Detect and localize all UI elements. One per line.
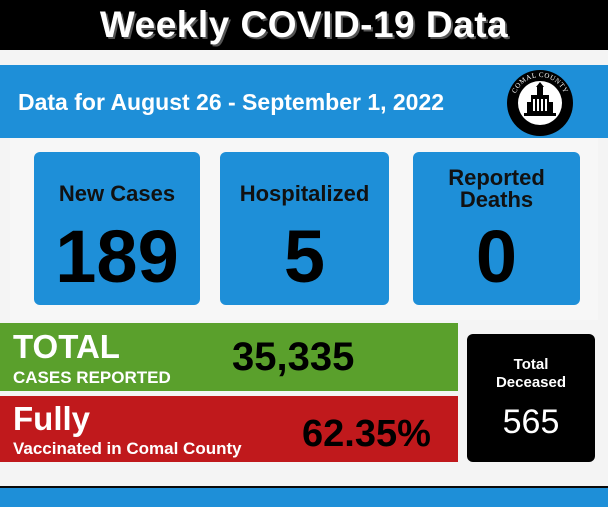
total-deceased-label-line2: Deceased <box>495 374 567 391</box>
reported-deaths-value: 0 <box>475 215 518 298</box>
vaccinated-label: Vaccinated in Comal County <box>13 439 242 458</box>
vaccinated-value: 62.35% <box>302 413 431 455</box>
total-deceased-value: 565 <box>502 403 560 441</box>
new-cases-value: 189 <box>55 215 179 298</box>
hospitalized-value: 5 <box>283 215 326 298</box>
hospitalized-label: Hospitalized <box>239 181 370 206</box>
date-band: Data for August 26 - September 1, 2022 <box>0 65 608 138</box>
bottom-band <box>0 486 608 507</box>
svg-text:TEXAS: TEXAS <box>528 116 552 126</box>
cases-reported-label: CASES REPORTED <box>13 368 171 387</box>
new-cases-card: New Cases 189 <box>34 152 200 305</box>
vaccinated-row: Fully Vaccinated in Comal County 62.35% <box>0 396 458 462</box>
total-deceased-card: Total Deceased 565 <box>467 334 595 462</box>
total-cases-value: 35,335 <box>232 335 355 379</box>
page-title: Weekly COVID-19 Data <box>99 4 509 45</box>
hospitalized-card: Hospitalized 5 <box>220 152 389 305</box>
total-deceased-label-line1: Total <box>513 356 549 373</box>
courthouse-seal-icon: COMAL COUNTY TEXAS <box>507 70 573 136</box>
total-label: TOTAL <box>13 328 120 365</box>
total-cases-row: TOTAL CASES REPORTED 35,335 <box>0 323 458 391</box>
new-cases-label: New Cases <box>58 181 176 206</box>
fully-label: Fully <box>13 400 91 437</box>
seal-bottom-text: TEXAS <box>528 116 552 126</box>
reported-deaths-label-line1: Reported <box>448 165 545 190</box>
date-range: Data for August 26 - September 1, 2022 <box>18 89 445 115</box>
reported-deaths-card: Reported Deaths 0 <box>413 152 580 305</box>
reported-deaths-label-line2: Deaths <box>459 187 534 212</box>
title-bar: Weekly COVID-19 Data <box>0 0 608 50</box>
